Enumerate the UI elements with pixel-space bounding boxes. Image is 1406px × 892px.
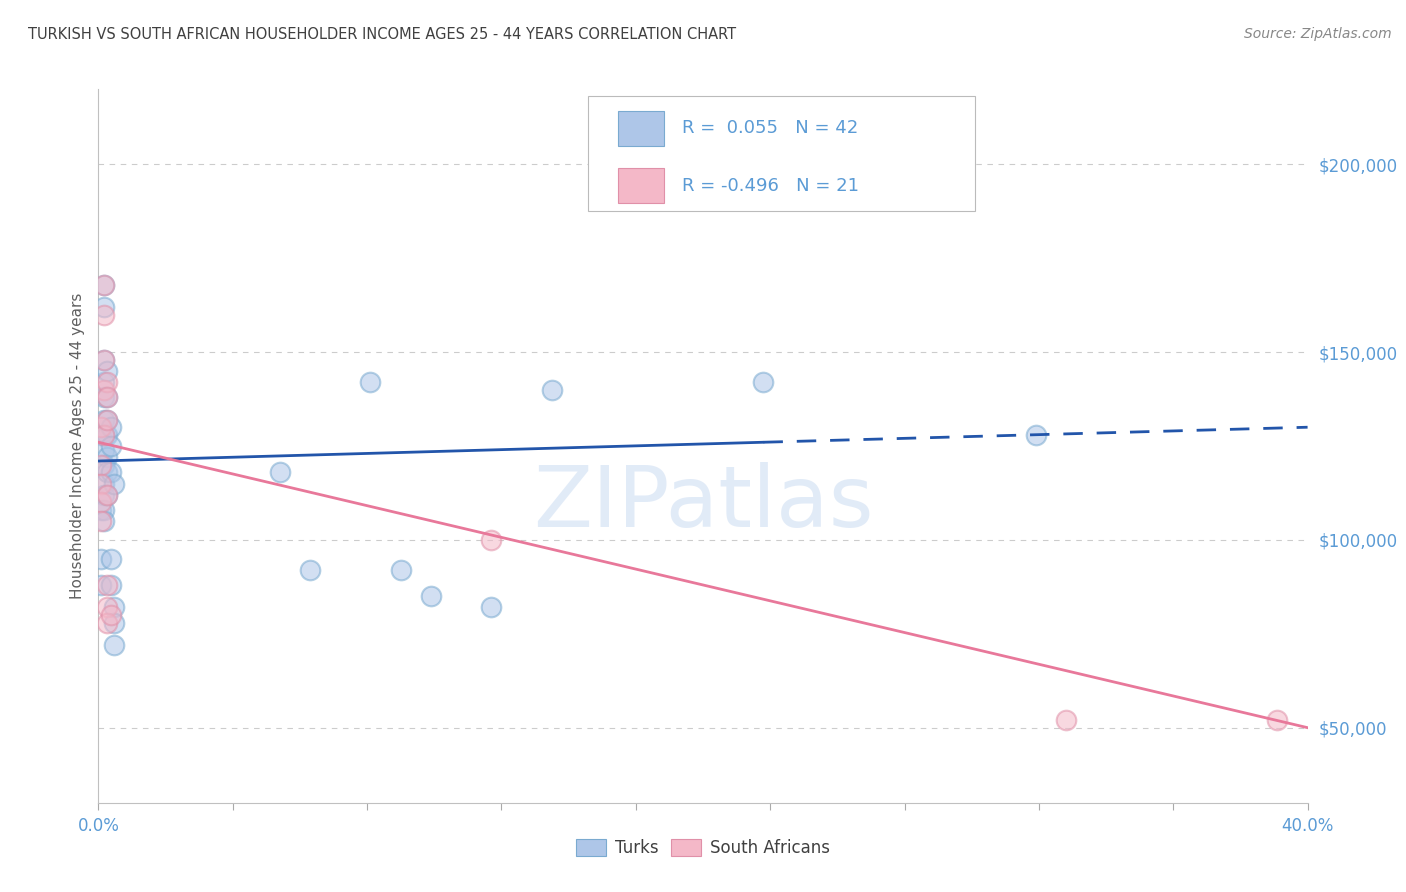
Point (96, 413, 118, 427)
Point (90, 551, 112, 566)
Point (1265, 713, 1288, 727)
Point (90, 514, 112, 528)
Point (93, 413, 115, 427)
Point (93, 277, 115, 292)
Point (93, 277, 115, 292)
Point (1054, 713, 1077, 727)
Point (90, 427, 112, 442)
Point (93, 427, 115, 442)
Point (100, 551, 122, 566)
Point (93, 476, 115, 491)
Point (90, 458, 112, 472)
Point (93, 308, 115, 322)
Point (100, 439, 122, 453)
Point (93, 488, 115, 502)
Text: TURKISH VS SOUTH AFRICAN HOUSEHOLDER INCOME AGES 25 - 44 YEARS CORRELATION CHART: TURKISH VS SOUTH AFRICAN HOUSEHOLDER INC… (28, 27, 737, 42)
Point (96, 427, 118, 442)
Point (100, 607, 122, 622)
Point (96, 450, 118, 465)
Point (93, 390, 115, 404)
Point (103, 476, 125, 491)
FancyBboxPatch shape (588, 96, 976, 211)
Point (100, 465, 122, 479)
Text: R =  0.055   N = 42: R = 0.055 N = 42 (682, 120, 859, 137)
Legend: Turks, South Africans: Turks, South Africans (568, 831, 838, 866)
Y-axis label: Householder Income Ages 25 - 44 years: Householder Income Ages 25 - 44 years (69, 293, 84, 599)
Point (299, 563, 322, 577)
Point (96, 390, 118, 404)
Point (100, 420, 122, 434)
Point (93, 503, 115, 517)
Text: R = -0.496   N = 21: R = -0.496 N = 21 (682, 177, 859, 194)
Point (96, 578, 118, 592)
Point (96, 600, 118, 615)
Point (103, 615, 125, 630)
Point (269, 465, 291, 479)
FancyBboxPatch shape (619, 169, 664, 202)
Point (96, 375, 118, 389)
Text: ZIPatlas: ZIPatlas (533, 461, 873, 545)
Point (93, 352, 115, 367)
Point (481, 600, 503, 615)
Point (96, 488, 118, 502)
Point (96, 465, 118, 479)
Point (100, 578, 122, 592)
Point (103, 600, 125, 615)
Text: Source: ZipAtlas.com: Source: ZipAtlas.com (1244, 27, 1392, 41)
Point (103, 638, 125, 652)
Point (1024, 427, 1046, 442)
Point (96, 364, 118, 378)
Point (96, 413, 118, 427)
Point (93, 514, 115, 528)
Point (96, 390, 118, 404)
Point (96, 488, 118, 502)
Point (96, 615, 118, 630)
Point (360, 375, 382, 389)
Point (93, 442, 115, 457)
Point (93, 300, 115, 314)
Point (93, 352, 115, 367)
Point (90, 420, 112, 434)
Point (93, 427, 115, 442)
Point (419, 589, 441, 603)
Point (90, 476, 112, 491)
Point (93, 375, 115, 389)
FancyBboxPatch shape (619, 112, 664, 145)
Point (93, 383, 115, 397)
Point (389, 563, 412, 577)
Point (90, 495, 112, 509)
Point (481, 533, 503, 547)
Point (90, 578, 112, 592)
Point (93, 458, 115, 472)
Point (540, 383, 562, 397)
Point (752, 375, 775, 389)
Point (90, 503, 112, 517)
